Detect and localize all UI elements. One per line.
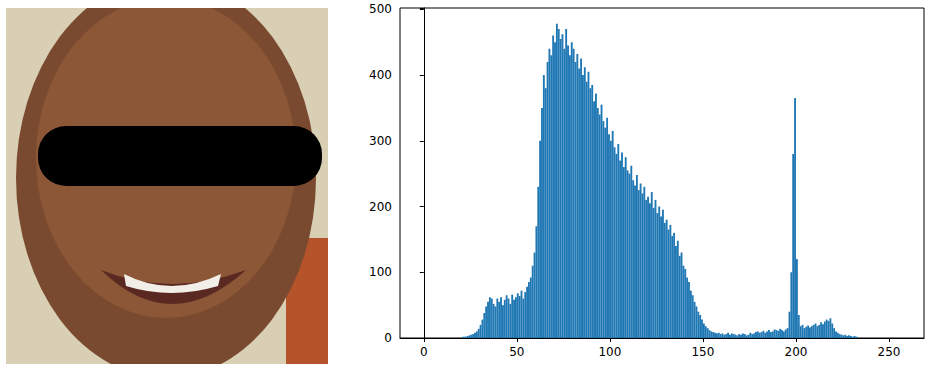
svg-text:0: 0 [420, 345, 428, 359]
svg-text:400: 400 [369, 68, 392, 82]
svg-text:500: 500 [369, 2, 392, 16]
svg-text:0: 0 [384, 331, 392, 345]
svg-text:250: 250 [878, 345, 901, 359]
svg-text:100: 100 [369, 265, 392, 279]
svg-text:100: 100 [598, 345, 621, 359]
svg-text:150: 150 [691, 345, 714, 359]
svg-text:50: 50 [509, 345, 524, 359]
svg-text:200: 200 [369, 200, 392, 214]
svg-text:300: 300 [369, 134, 392, 148]
svg-text:200: 200 [785, 345, 808, 359]
